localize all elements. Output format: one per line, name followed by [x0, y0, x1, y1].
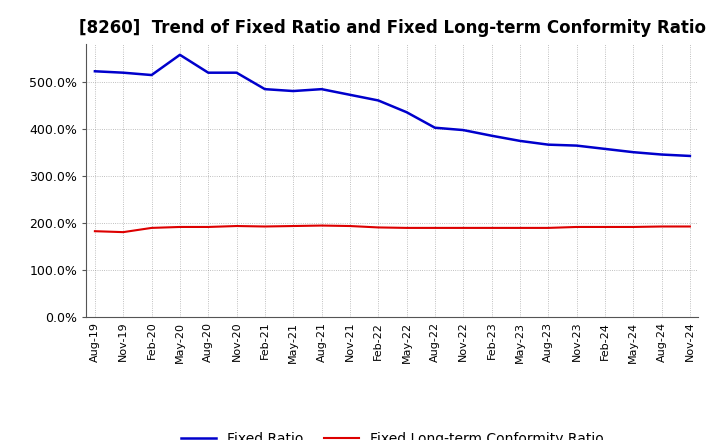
Fixed Ratio [204, 70, 212, 75]
Fixed Long-term Conformity Ratio [600, 224, 609, 230]
Fixed Ratio [176, 52, 184, 58]
Fixed Long-term Conformity Ratio [431, 225, 439, 231]
Fixed Long-term Conformity Ratio [629, 224, 637, 230]
Fixed Ratio [600, 146, 609, 151]
Fixed Long-term Conformity Ratio [204, 224, 212, 230]
Fixed Ratio [148, 73, 156, 78]
Fixed Long-term Conformity Ratio [516, 225, 524, 231]
Fixed Long-term Conformity Ratio [176, 224, 184, 230]
Fixed Ratio [318, 87, 326, 92]
Fixed Long-term Conformity Ratio [459, 225, 467, 231]
Fixed Ratio [119, 70, 127, 75]
Fixed Long-term Conformity Ratio [685, 224, 694, 229]
Fixed Ratio [91, 69, 99, 74]
Fixed Long-term Conformity Ratio [148, 225, 156, 231]
Fixed Ratio [233, 70, 241, 75]
Fixed Long-term Conformity Ratio [374, 225, 382, 230]
Fixed Ratio [516, 138, 524, 143]
Line: Fixed Long-term Conformity Ratio: Fixed Long-term Conformity Ratio [95, 226, 690, 232]
Fixed Long-term Conformity Ratio [91, 228, 99, 234]
Fixed Ratio [657, 152, 666, 157]
Fixed Long-term Conformity Ratio [233, 224, 241, 229]
Fixed Long-term Conformity Ratio [544, 225, 552, 231]
Fixed Ratio [261, 87, 269, 92]
Fixed Long-term Conformity Ratio [657, 224, 666, 229]
Fixed Long-term Conformity Ratio [346, 224, 354, 229]
Legend: Fixed Ratio, Fixed Long-term Conformity Ratio: Fixed Ratio, Fixed Long-term Conformity … [176, 427, 609, 440]
Fixed Ratio [685, 153, 694, 158]
Fixed Ratio [629, 150, 637, 155]
Fixed Ratio [346, 92, 354, 97]
Fixed Long-term Conformity Ratio [261, 224, 269, 229]
Title: [8260]  Trend of Fixed Ratio and Fixed Long-term Conformity Ratio: [8260] Trend of Fixed Ratio and Fixed Lo… [79, 19, 706, 37]
Fixed Ratio [459, 128, 467, 133]
Fixed Long-term Conformity Ratio [572, 224, 581, 230]
Fixed Long-term Conformity Ratio [402, 225, 411, 231]
Fixed Ratio [374, 98, 382, 103]
Fixed Ratio [431, 125, 439, 130]
Fixed Ratio [544, 142, 552, 147]
Fixed Ratio [402, 110, 411, 115]
Fixed Ratio [289, 88, 297, 94]
Fixed Ratio [572, 143, 581, 148]
Fixed Long-term Conformity Ratio [487, 225, 496, 231]
Fixed Long-term Conformity Ratio [289, 224, 297, 229]
Line: Fixed Ratio: Fixed Ratio [95, 55, 690, 156]
Fixed Long-term Conformity Ratio [318, 223, 326, 228]
Fixed Long-term Conformity Ratio [119, 230, 127, 235]
Fixed Ratio [487, 133, 496, 138]
